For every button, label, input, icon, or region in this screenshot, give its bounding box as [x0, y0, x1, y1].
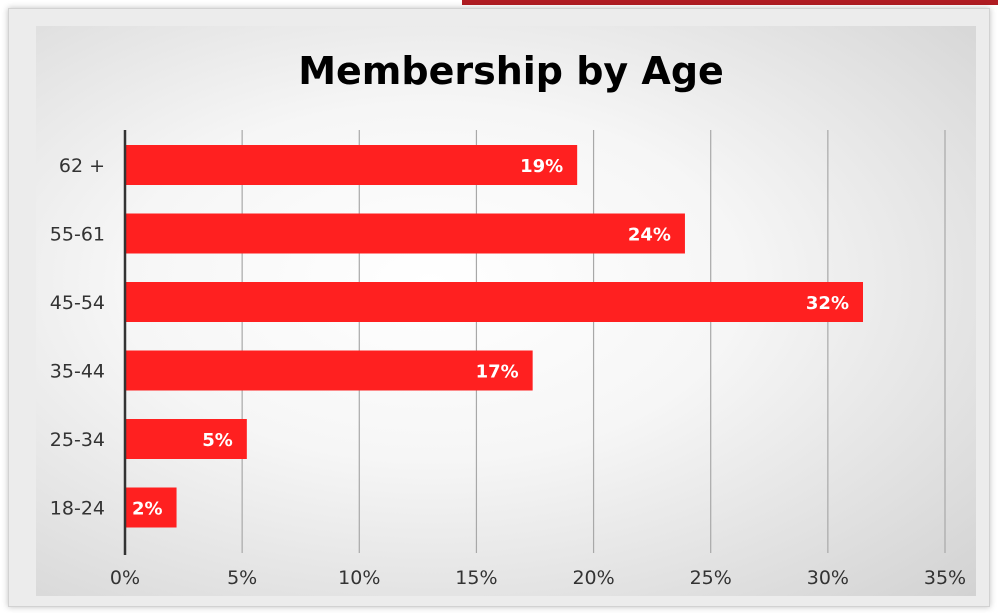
x-tick-label: 5% [227, 567, 257, 589]
x-tick-label: 30% [807, 567, 849, 589]
bar-data-label: 2% [132, 499, 163, 520]
bar [125, 282, 863, 322]
bar-data-label: 19% [520, 156, 563, 177]
category-label: 62 + [59, 155, 105, 177]
x-tick-labels: 0% 5% 10% 15% 20% 25% 30% 35% [110, 567, 966, 589]
bars: 19% 24% 32% 17% 5% 2% [125, 145, 863, 528]
x-tick-label: 15% [455, 567, 497, 589]
bar [125, 487, 177, 528]
bar [125, 419, 247, 459]
top-accent-strip [462, 0, 998, 5]
category-label: 35-44 [50, 361, 105, 383]
category-labels: 62 + 55-61 45-54 35-44 25-34 18-24 [50, 155, 105, 520]
bar-data-label: 24% [628, 225, 671, 246]
chart-title: Membership by Age [298, 49, 724, 93]
x-tick-label: 35% [924, 567, 966, 589]
x-tick-label: 20% [572, 567, 614, 589]
bar-data-label: 17% [476, 362, 519, 383]
category-label: 45-54 [50, 292, 105, 314]
bar [125, 145, 578, 185]
x-tick-label: 10% [338, 567, 380, 589]
category-label: 55-61 [50, 224, 105, 246]
bar [125, 350, 533, 391]
gridlines [241, 130, 946, 553]
category-label: 25-34 [50, 429, 105, 451]
bar-data-label: 32% [806, 293, 849, 314]
bar-data-label: 5% [202, 430, 233, 451]
x-tick-label: 0% [110, 567, 140, 589]
category-label: 18-24 [50, 498, 105, 520]
x-tick-label: 25% [690, 567, 732, 589]
bar [125, 213, 685, 254]
